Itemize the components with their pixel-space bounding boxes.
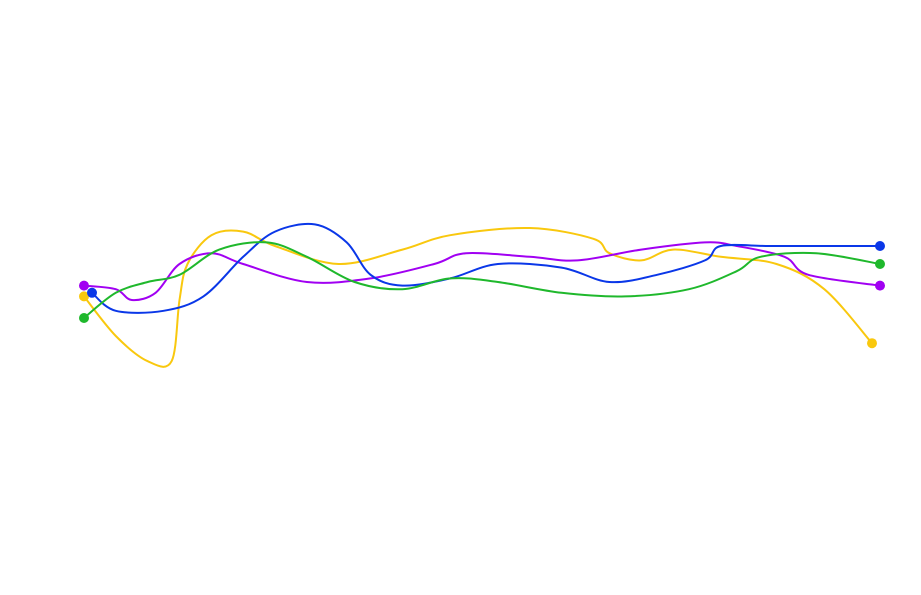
- series-line-1: [83, 226, 873, 368]
- series-line-3: [91, 222, 881, 314]
- series-3-start-point: [87, 287, 97, 298]
- series-1-end-point: [867, 338, 877, 349]
- series-line-2: [83, 241, 881, 302]
- plot-area: [79, 222, 885, 368]
- series-4-end-point: [875, 259, 885, 269]
- series-4-start-point: [79, 313, 89, 323]
- series-2-end-point: [875, 280, 885, 291]
- series-2-start-point: [79, 280, 89, 291]
- series-3-end-point: [875, 241, 885, 251]
- series-line-4: [83, 241, 881, 319]
- series-1-start-point: [79, 291, 89, 302]
